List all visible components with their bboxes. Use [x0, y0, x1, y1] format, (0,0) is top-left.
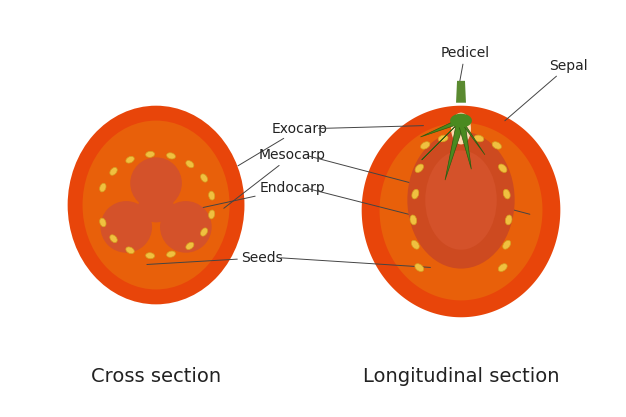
Text: Longitudinal section: Longitudinal section [362, 367, 559, 387]
Polygon shape [422, 118, 464, 160]
Ellipse shape [68, 106, 245, 304]
Text: Sepal: Sepal [505, 59, 588, 121]
Ellipse shape [186, 161, 194, 168]
Ellipse shape [146, 253, 155, 259]
Ellipse shape [421, 142, 430, 149]
Ellipse shape [100, 218, 106, 227]
Ellipse shape [503, 189, 510, 199]
Ellipse shape [130, 157, 182, 209]
Ellipse shape [83, 121, 230, 289]
Polygon shape [379, 123, 543, 300]
Ellipse shape [160, 201, 212, 253]
Ellipse shape [425, 151, 497, 250]
Ellipse shape [110, 168, 117, 175]
Ellipse shape [100, 201, 152, 253]
Ellipse shape [411, 240, 419, 249]
Ellipse shape [415, 264, 424, 271]
Ellipse shape [415, 164, 423, 173]
Text: Mesocarp: Mesocarp [224, 148, 326, 208]
Ellipse shape [167, 251, 175, 257]
Text: Pedicel: Pedicel [441, 46, 490, 88]
Ellipse shape [450, 114, 472, 128]
Ellipse shape [408, 131, 515, 269]
Ellipse shape [110, 235, 117, 243]
Ellipse shape [139, 188, 173, 222]
Ellipse shape [498, 164, 507, 173]
Ellipse shape [126, 156, 134, 163]
Text: Exocarp: Exocarp [238, 121, 328, 166]
Ellipse shape [167, 153, 175, 159]
Ellipse shape [126, 247, 134, 254]
Polygon shape [457, 120, 471, 169]
Ellipse shape [503, 240, 511, 249]
Polygon shape [458, 118, 485, 155]
Ellipse shape [412, 189, 419, 199]
Ellipse shape [200, 228, 208, 236]
Polygon shape [456, 81, 466, 103]
Polygon shape [445, 119, 465, 180]
Ellipse shape [438, 135, 448, 142]
Ellipse shape [146, 151, 155, 157]
Text: Seeds: Seeds [147, 251, 283, 265]
Text: Cross section: Cross section [91, 367, 221, 387]
Ellipse shape [498, 264, 507, 271]
Ellipse shape [492, 142, 501, 149]
Ellipse shape [200, 174, 208, 182]
Ellipse shape [100, 183, 106, 192]
Ellipse shape [208, 191, 215, 200]
Polygon shape [362, 106, 560, 317]
Ellipse shape [410, 215, 417, 225]
Ellipse shape [186, 242, 194, 249]
Ellipse shape [474, 135, 484, 142]
Text: Endocarp: Endocarp [181, 181, 325, 212]
Ellipse shape [208, 210, 215, 219]
Ellipse shape [505, 215, 512, 225]
Polygon shape [421, 117, 463, 137]
Ellipse shape [451, 113, 471, 144]
